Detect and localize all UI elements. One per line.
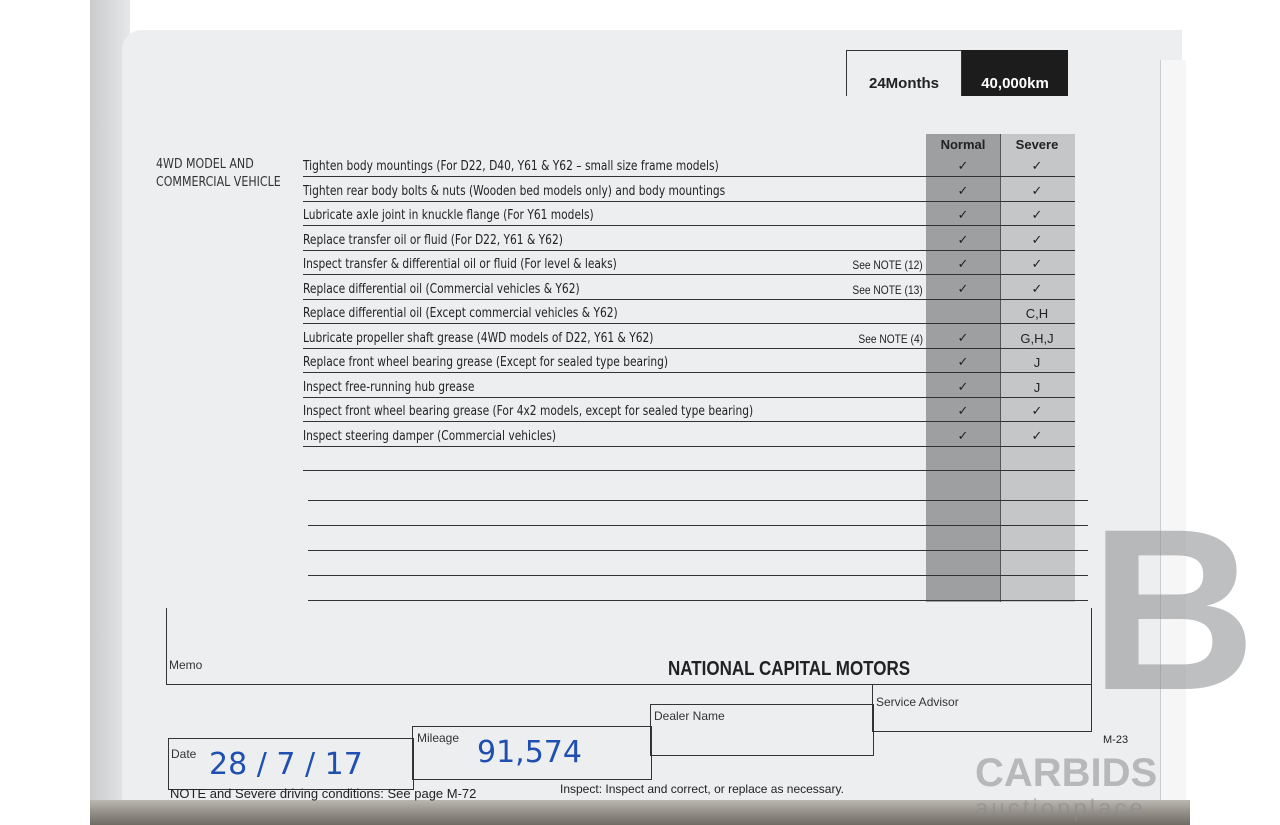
- task-text: Tighten rear body bolts & nuts (Wooden b…: [303, 183, 726, 199]
- table-row: Tighten body mountings (For D22, D40, Y6…: [303, 152, 1075, 177]
- severe-mark: C,H: [1025, 306, 1049, 321]
- normal-mark: ✓: [957, 207, 969, 222]
- normal-header: Normal: [940, 137, 986, 152]
- table-row: [303, 446, 1075, 471]
- table-row: Lubricate axle joint in knuckle flange (…: [303, 201, 1075, 226]
- table-row: Lubricate propeller shaft grease (4WD mo…: [303, 324, 1075, 349]
- advisor-label: Service Advisor: [876, 695, 959, 709]
- dealer-stamp: NATIONAL CAPITAL MOTORS: [668, 658, 911, 680]
- task-text: Tighten body mountings (For D22, D40, Y6…: [303, 159, 719, 174]
- severe-mark: ✓: [1031, 231, 1043, 247]
- watermark-logo: B: [1090, 481, 1257, 738]
- severe-mark: J: [1033, 355, 1041, 370]
- table-row: Tighten rear body bolts & nuts (Wooden b…: [303, 177, 1075, 202]
- note-ref: See NOTE (13): [852, 282, 923, 297]
- task-text: Replace transfer oil or fluid (For D22, …: [303, 232, 563, 248]
- normal-mark: ✓: [957, 329, 969, 345]
- blank-line: [308, 575, 1088, 576]
- note-ref: See NOTE (4): [858, 331, 923, 346]
- severe-mark: ✓: [1031, 256, 1043, 271]
- normal-mark: ✓: [957, 427, 969, 443]
- watermark-brand: CARBIDS: [975, 751, 1158, 795]
- normal-mark: ✓: [957, 182, 969, 198]
- table-row: Replace differential oil (Commercial veh…: [303, 275, 1075, 300]
- task-text: Inspect front wheel bearing grease (For …: [303, 404, 754, 419]
- normal-mark: ✓: [957, 280, 969, 296]
- normal-mark: ✓: [957, 403, 969, 418]
- table-row: Replace transfer oil or fluid (For D22, …: [303, 226, 1075, 251]
- task-text: Inspect steering damper (Commercial vehi…: [303, 428, 557, 444]
- severe-column: [1000, 134, 1075, 602]
- memo-label: Memo: [169, 658, 203, 672]
- table-row: Inspect front wheel bearing grease (For …: [303, 397, 1075, 422]
- page-number: M-23: [1103, 734, 1129, 746]
- page-edge: [1160, 60, 1186, 800]
- table-row: Replace front wheel bearing grease (Exce…: [303, 348, 1075, 373]
- table-row: Replace differential oil (Except commerc…: [303, 299, 1075, 324]
- interval-km: 40,000km: [962, 50, 1068, 96]
- normal-mark: ✓: [957, 231, 969, 247]
- severe-mark: G,H,J: [1020, 330, 1054, 346]
- dealer-label: Dealer Name: [654, 709, 725, 723]
- severe-mark: ✓: [1031, 182, 1043, 198]
- task-text: Inspect transfer & differential oil or f…: [303, 257, 617, 272]
- task-text: Replace differential oil (Except commerc…: [303, 306, 618, 321]
- watermark-sub: auctionplace: [975, 795, 1146, 822]
- table-row: Inspect steering damper (Commercial vehi…: [303, 422, 1075, 447]
- severe-mark: ✓: [1031, 158, 1043, 173]
- mileage-label: Mileage: [417, 731, 460, 745]
- blank-line: [308, 500, 1088, 501]
- normal-mark: ✓: [957, 256, 969, 271]
- severe-header: Severe: [1015, 137, 1059, 152]
- memo-box: Memo: [166, 608, 1092, 685]
- normal-mark: ✓: [957, 378, 969, 394]
- table-row: Inspect free-running hub grease ✓ J: [303, 373, 1075, 398]
- date-box: Date 28 / 7 / 17: [168, 738, 414, 790]
- interval-months: 24Months: [846, 50, 962, 96]
- dealer-box: Dealer Name: [650, 704, 874, 756]
- task-text: Lubricate propeller shaft grease (4WD mo…: [303, 330, 654, 346]
- normal-mark: ✓: [957, 354, 969, 369]
- date-value: 28 / 7 / 17: [209, 747, 363, 782]
- mileage-value: 91,574: [477, 735, 582, 770]
- task-text: Lubricate axle joint in knuckle flange (…: [303, 208, 594, 223]
- blank-line: [308, 600, 1088, 601]
- section-label: 4WD MODEL AND COMMERCIAL VEHICLE: [156, 157, 281, 190]
- blank-line: [308, 550, 1088, 551]
- normal-mark: ✓: [957, 158, 969, 173]
- inspect-text: Inspect: Inspect and correct, or replace…: [560, 782, 844, 796]
- task-text: Replace differential oil (Commercial veh…: [303, 281, 580, 297]
- note-ref: See NOTE (12): [852, 258, 923, 272]
- task-text: Inspect free-running hub grease: [303, 379, 475, 395]
- severe-mark: ✓: [1031, 280, 1043, 296]
- advisor-box: Service Advisor: [872, 684, 1092, 732]
- table-row: Inspect transfer & differential oil or f…: [303, 250, 1075, 275]
- severe-mark: J: [1033, 379, 1041, 395]
- mileage-box: Mileage 91,574: [412, 726, 652, 780]
- severe-mark: ✓: [1031, 403, 1043, 418]
- severe-mark: ✓: [1031, 427, 1043, 443]
- table-shadow: [90, 800, 1190, 825]
- note-text: NOTE and Severe driving conditions: See …: [170, 786, 477, 801]
- normal-column: [926, 134, 1000, 602]
- severe-mark: ✓: [1031, 207, 1043, 222]
- date-label: Date: [171, 747, 197, 761]
- task-text: Replace front wheel bearing grease (Exce…: [303, 355, 669, 370]
- blank-line: [308, 525, 1088, 526]
